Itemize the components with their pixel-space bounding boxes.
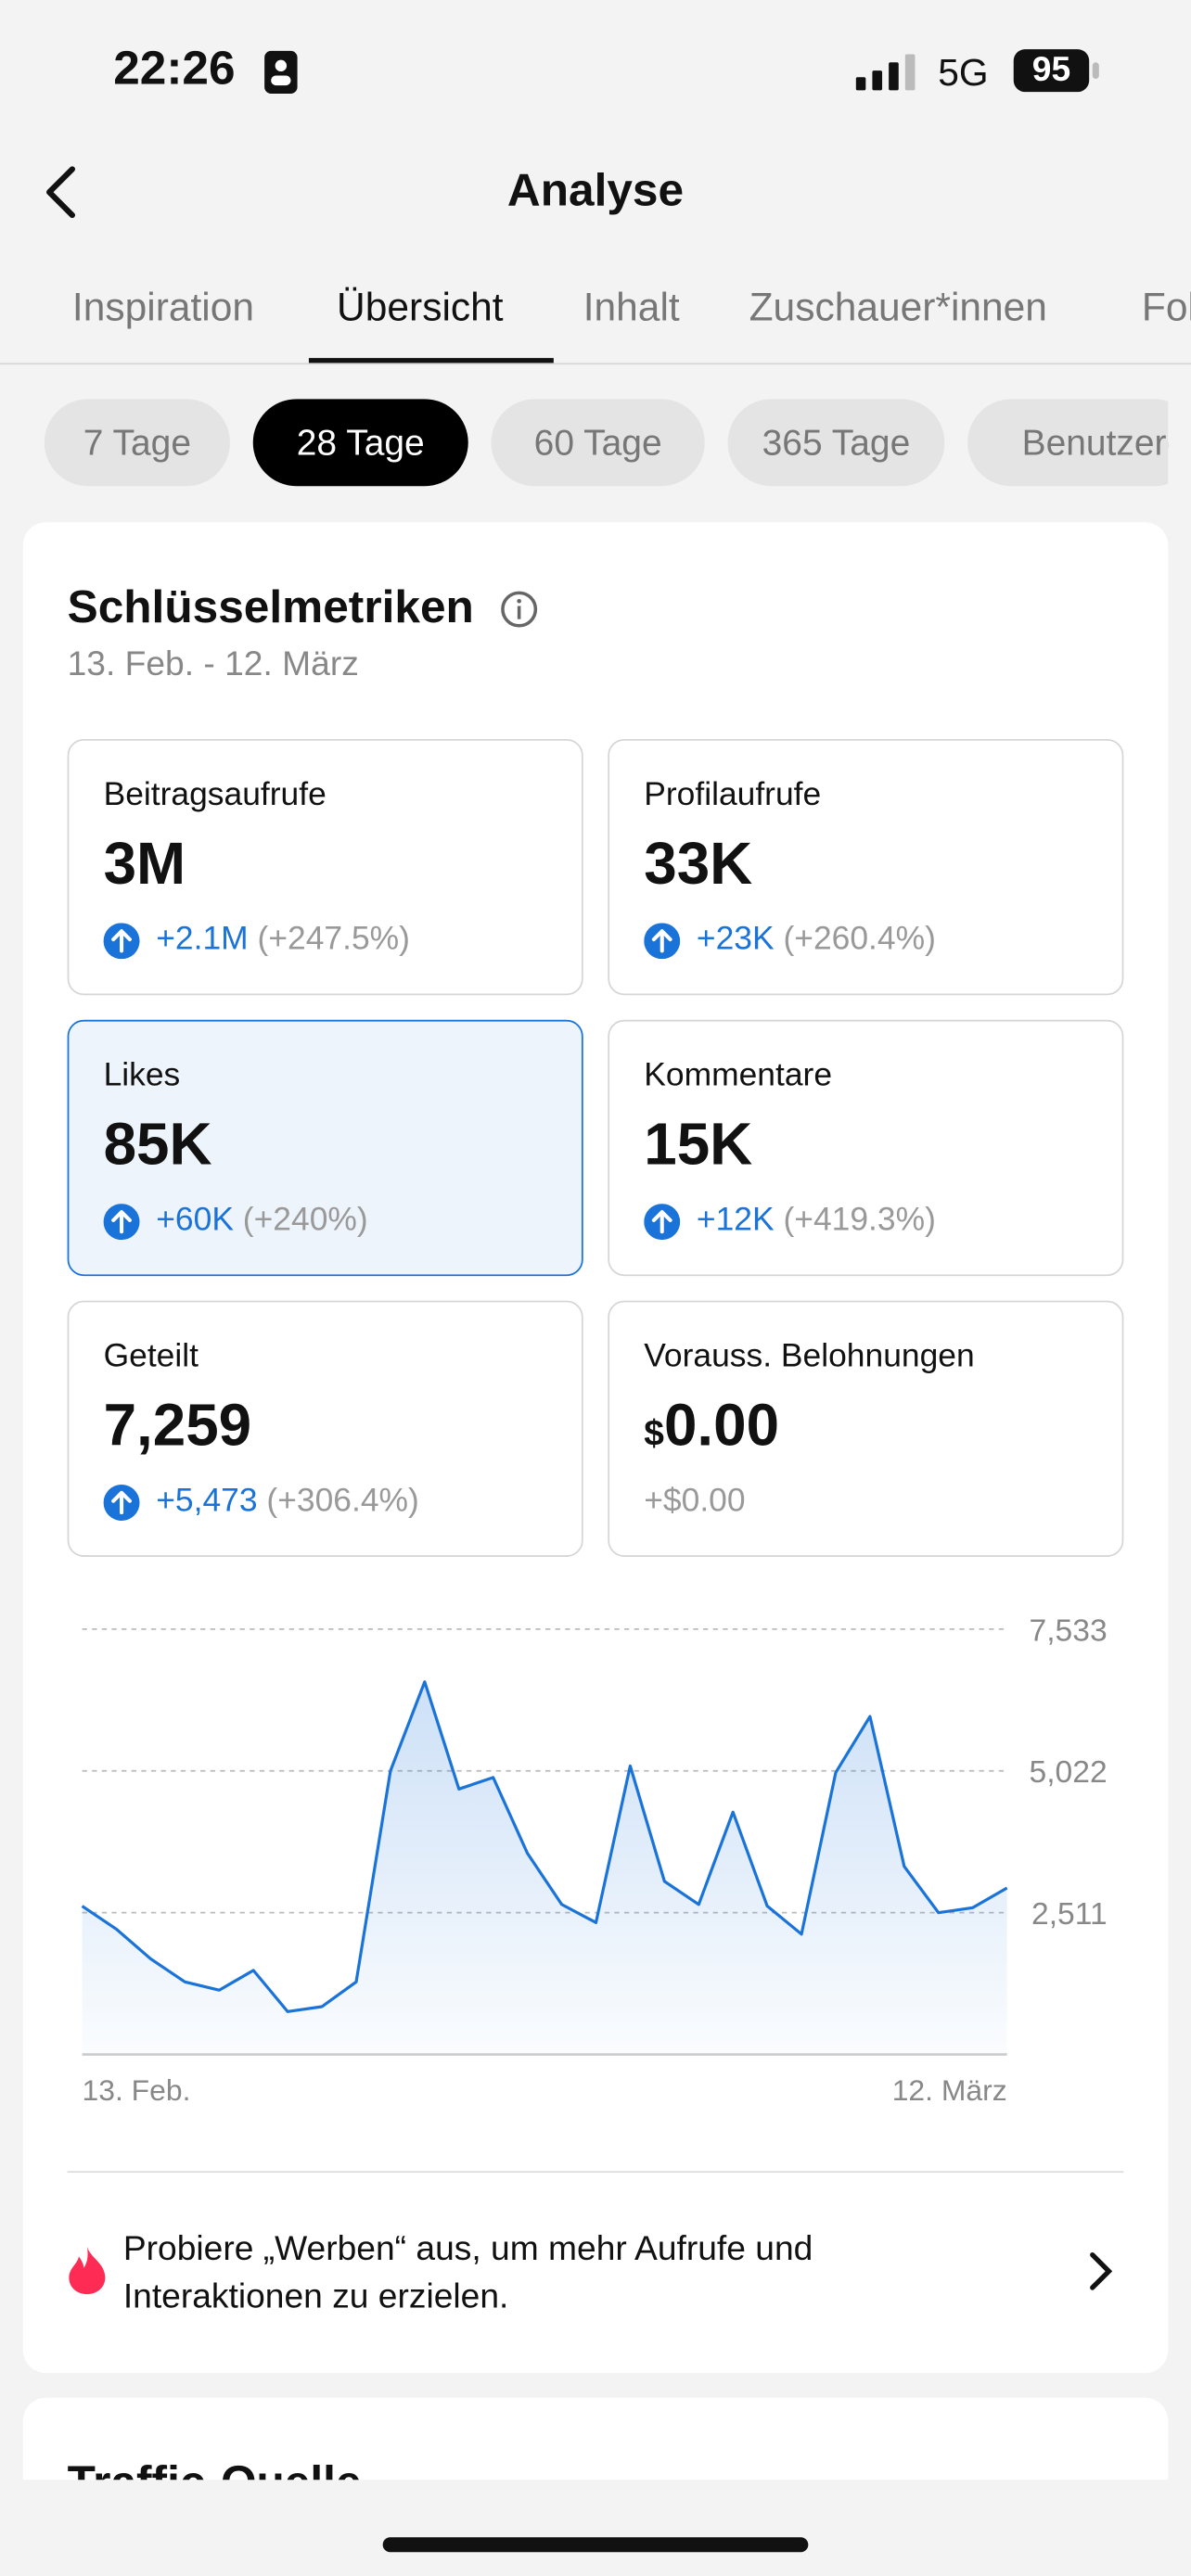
divider — [0, 363, 1191, 365]
status-icon — [264, 50, 298, 94]
y-tick-label: 7,533 — [1030, 1613, 1108, 1648]
percent: (+247.5%) — [257, 921, 410, 958]
metric-label: Beitragsaufrufe — [103, 776, 327, 813]
metric-box[interactable]: Geteilt 7,259 +5,473 (+306.4%) — [67, 1300, 583, 1557]
x-tick-label: 13. Feb. — [83, 2073, 191, 2107]
home-indicator — [382, 2537, 809, 2553]
tab-bar: Inspiration Übersicht Inhalt Zuschauer*inne… — [0, 0, 1191, 364]
period-pill[interactable]: Benutzerdefiniert — [967, 399, 1169, 487]
change: +2.1M — [156, 921, 249, 958]
y-tick-label: 2,511 — [1031, 1897, 1108, 1932]
metric-value: 15K — [644, 1110, 752, 1179]
value: 85K — [103, 1110, 212, 1178]
metric-label: Likes — [103, 1057, 181, 1094]
divider — [67, 2171, 1124, 2174]
change: +12K — [696, 1202, 775, 1239]
percent: (+419.3%) — [783, 1202, 936, 1239]
metric-box[interactable]: Likes 85K +60K (+240%) — [67, 1019, 583, 1277]
promo-text[interactable]: Probiere „Werben“ aus, um mehr Aufrufe u… — [122, 2230, 813, 2316]
value: 3M — [103, 829, 186, 897]
bottom-bar — [0, 2480, 1191, 2575]
percent: (+306.4%) — [266, 1483, 419, 1520]
up-icon — [644, 923, 681, 960]
metric-box[interactable]: Vorauss. Belohnungen $0.00 +$0.00 — [608, 1300, 1124, 1557]
signal-icon — [855, 54, 916, 91]
metric-change: +5,473 (+306.4%) — [156, 1483, 419, 1521]
tab[interactable]: Inspiration — [71, 286, 255, 330]
percent: (+240%) — [242, 1202, 368, 1239]
metric-change: +$0.00 — [644, 1483, 746, 1520]
status-time: 22:26 — [113, 43, 236, 96]
metric-value: 33K — [644, 829, 752, 898]
tab[interactable]: Follower — [1141, 286, 1191, 330]
change: +23K — [696, 921, 775, 958]
metric-value: 7,259 — [104, 1391, 252, 1460]
metric-change: +23K (+260.4%) — [697, 922, 936, 960]
change: +5,473 — [156, 1483, 258, 1520]
metric-value: 3M — [104, 829, 186, 898]
value: 15K — [644, 1110, 753, 1178]
metric-change: +2.1M (+247.5%) — [156, 922, 410, 960]
tab[interactable]: Inhalt — [583, 286, 680, 330]
metric-value: 85K — [104, 1110, 212, 1179]
network: 5G — [938, 50, 989, 94]
metric-box[interactable]: Beitragsaufrufe 3M +2.1M (+247.5%) — [67, 738, 583, 996]
x-tick-label: 12. März — [892, 2073, 1007, 2107]
metric-label: Vorauss. Belohnungen — [644, 1338, 975, 1375]
line — [81, 1680, 1008, 2013]
period-pill[interactable]: 7 Tage — [44, 399, 230, 487]
y-tick-label: 5,022 — [1030, 1755, 1108, 1790]
up-icon — [644, 1204, 681, 1241]
chart: 2,511 5,022 7,533 13. Feb. 12. März — [81, 1613, 1108, 2107]
metric-label: Geteilt — [103, 1338, 198, 1375]
value: 33K — [644, 829, 753, 897]
percent: (+260.4%) — [783, 921, 936, 958]
period-pill[interactable]: 60 Tage — [491, 399, 705, 487]
metric-box[interactable]: Kommentare 15K +12K (+419.3%) — [608, 1019, 1124, 1277]
page-title: Analyse — [506, 164, 685, 216]
date-range: 13. Feb. - 12. März — [67, 645, 359, 683]
card-title: Schlüsselmetriken — [67, 580, 474, 632]
info-icon[interactable] — [499, 590, 539, 630]
metric-value: $0.00 — [644, 1391, 779, 1460]
value: 7,259 — [103, 1391, 252, 1459]
up-icon — [103, 1204, 140, 1241]
chevron[interactable] — [1084, 2250, 1117, 2292]
metric-change: +60K (+240%) — [156, 1202, 367, 1240]
metric-change: +12K (+419.3%) — [697, 1202, 936, 1240]
period-pill[interactable]: 28 Tage — [252, 399, 468, 487]
value: 0.00 — [663, 1391, 780, 1459]
currency: $ — [644, 1412, 664, 1454]
period-pill[interactable]: 365 Tage — [727, 399, 945, 487]
metric-label: Profilaufrufe — [644, 776, 822, 813]
up-icon — [103, 1485, 140, 1521]
battery-cap — [1092, 62, 1099, 80]
battery: 95 — [1013, 49, 1090, 93]
area — [82, 1681, 1007, 2055]
change: +60K — [156, 1202, 234, 1239]
tab-indicator — [308, 358, 554, 363]
metric-box[interactable]: Profilaufrufe 33K +23K (+260.4%) — [608, 738, 1124, 996]
back-button[interactable] — [40, 164, 86, 220]
tab[interactable]: Zuschauer*innen — [749, 286, 1047, 330]
fire-icon — [69, 2246, 106, 2295]
tab[interactable]: Übersicht — [337, 286, 504, 330]
up-icon — [103, 923, 140, 960]
metric-label: Kommentare — [644, 1057, 833, 1094]
